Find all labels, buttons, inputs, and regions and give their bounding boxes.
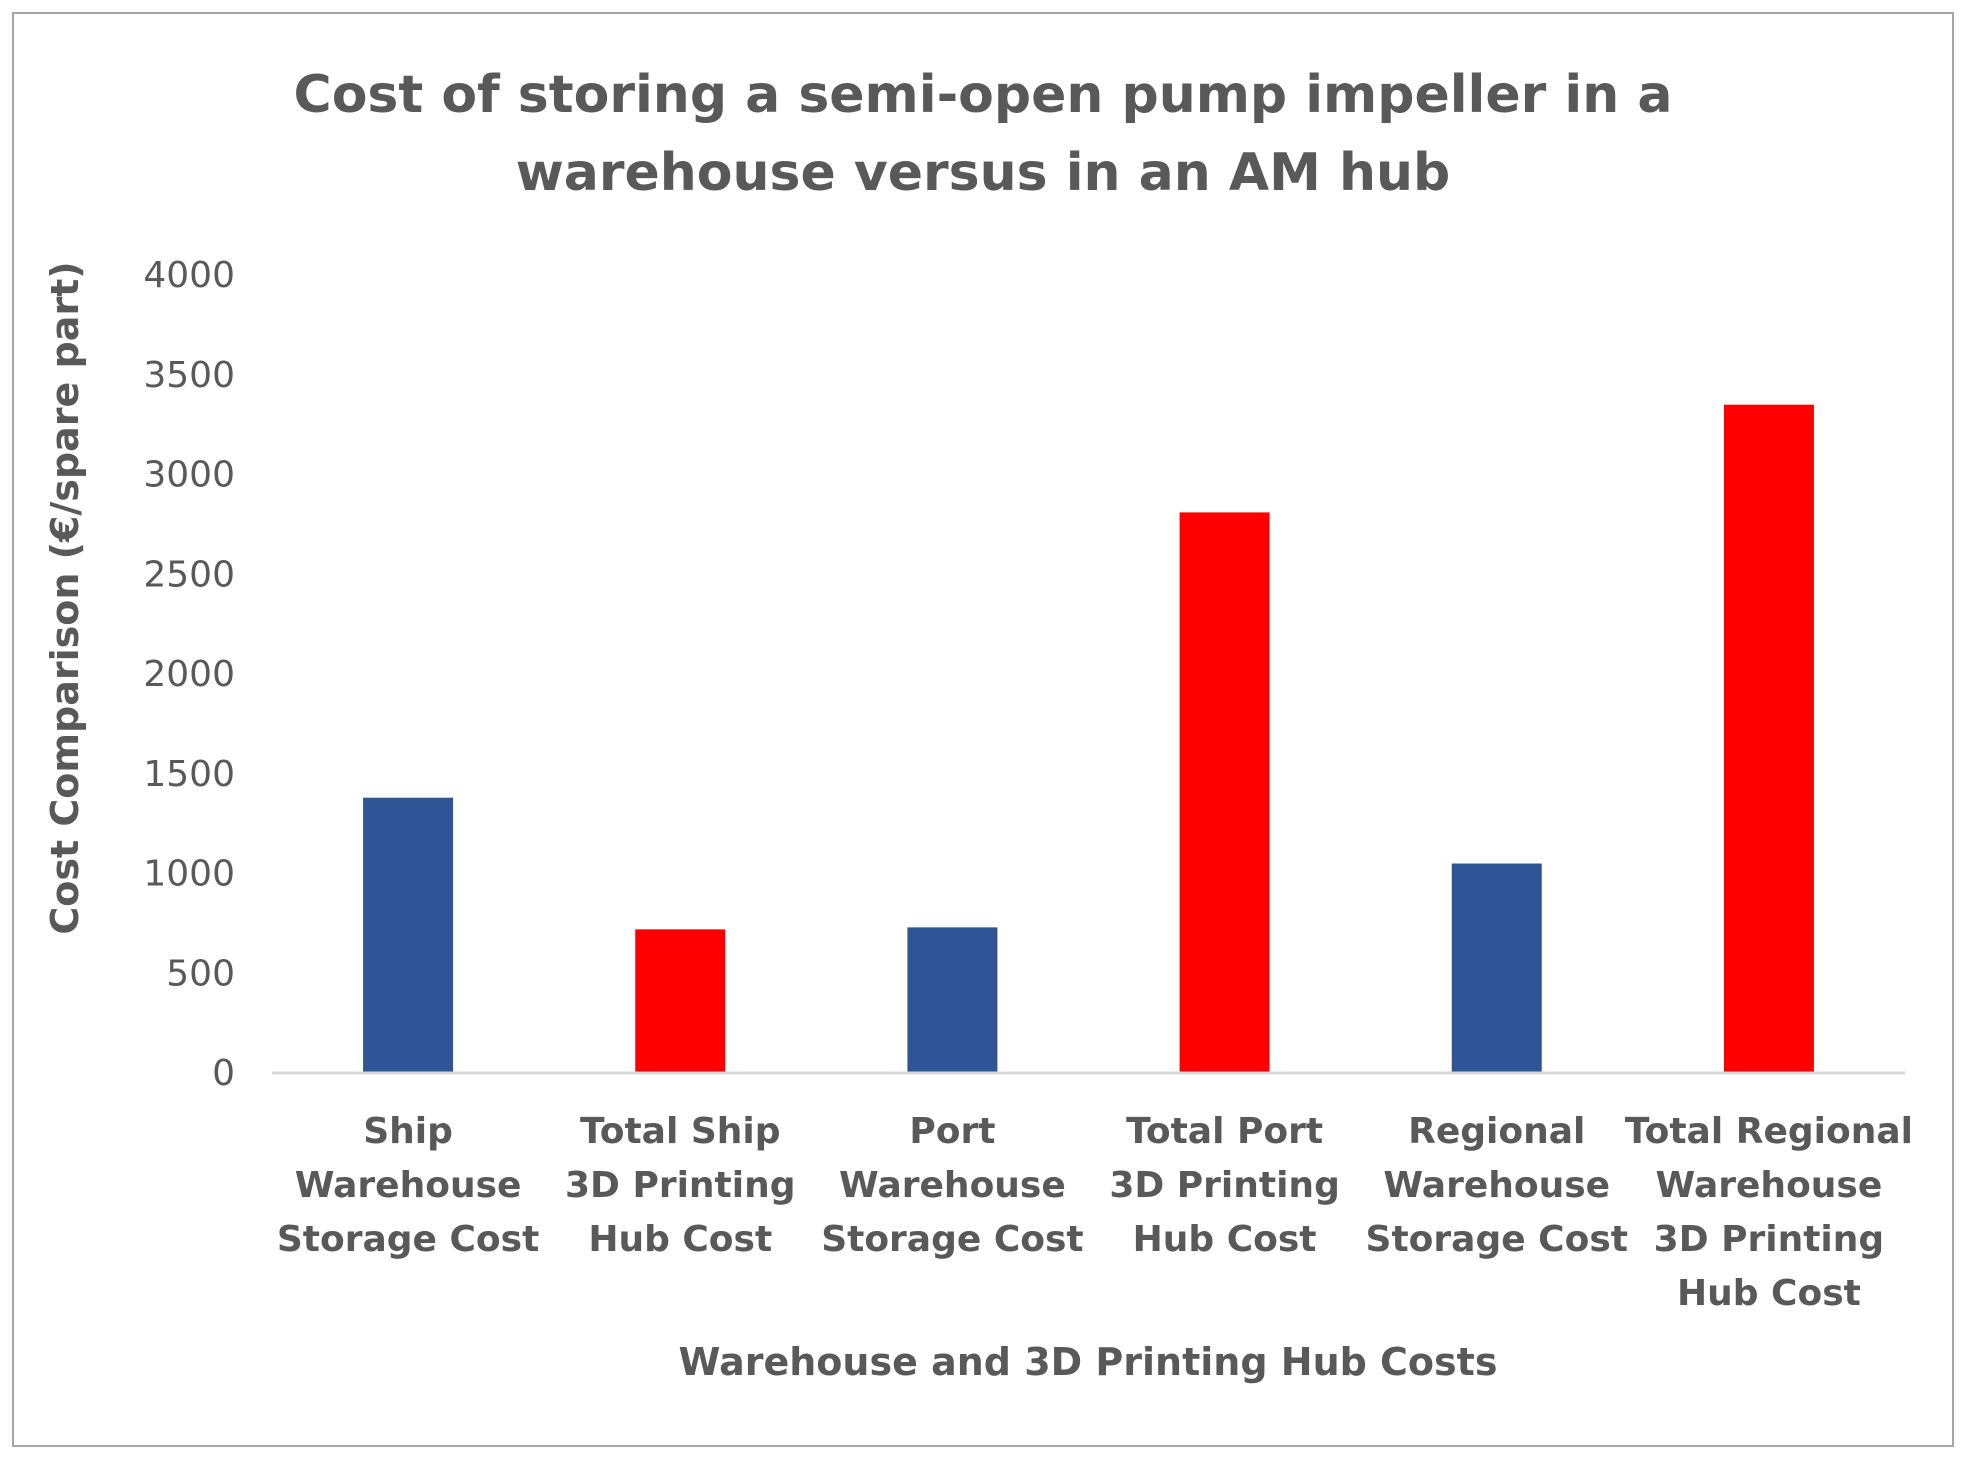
x-tick-label-line: 3D Printing	[1654, 1219, 1885, 1260]
x-axis-title: Warehouse and 3D Printing Hub Costs	[679, 1340, 1498, 1384]
x-tick-label-line: Hub Cost	[1677, 1273, 1861, 1314]
x-tick-label-line: 3D Printing	[1109, 1165, 1340, 1206]
bar	[1179, 512, 1270, 1073]
x-tick-label-line: Warehouse	[1656, 1165, 1883, 1206]
x-tick-label: Ship Warehouse Storage Cost	[277, 1111, 539, 1260]
x-tick-label-line: Port	[909, 1111, 995, 1152]
y-tick-label: 2500	[143, 554, 235, 595]
x-tick-label: Total Regional Warehouse 3D Printing Hub Co…	[1625, 1111, 1913, 1314]
bar	[363, 797, 454, 1073]
y-tick-label: 3500	[143, 355, 235, 396]
chart-title: Cost of storing a semi-open pump impelle…	[294, 65, 1673, 203]
x-axis-categories: Ship Warehouse Storage Cost Total Ship 3D Pr…	[277, 1111, 1913, 1314]
x-tick-label-line: Ship	[363, 1111, 453, 1152]
y-axis-title: Cost Comparison (€/spare part)	[43, 261, 87, 934]
bar	[907, 927, 998, 1073]
bar	[1451, 863, 1542, 1073]
x-tick-label-line: Regional	[1408, 1111, 1585, 1152]
bar	[1723, 404, 1814, 1073]
y-tick-label: 3000	[143, 455, 235, 496]
bars	[363, 404, 1814, 1073]
x-tick-label-line: Storage Cost	[821, 1219, 1083, 1260]
x-tick-label-line: Hub Cost	[588, 1219, 772, 1260]
y-tick-label: 0	[212, 1053, 235, 1094]
chart-title-line: warehouse versus in an AM hub	[516, 143, 1450, 203]
x-tick-label: Port Warehouse Storage Cost	[821, 1111, 1083, 1260]
x-tick-label-line: Warehouse	[1383, 1165, 1610, 1206]
y-tick-label: 1500	[143, 754, 235, 795]
y-tick-label: 4000	[143, 255, 235, 296]
x-tick-label-line: Storage Cost	[1366, 1219, 1628, 1260]
y-axis-ticks: 0 500 1000 1500 2000 2500 3000 3500 4000	[143, 255, 235, 1094]
bar	[635, 929, 726, 1073]
chart-frame	[12, 12, 1954, 1447]
x-tick-label-line: Storage Cost	[277, 1219, 539, 1260]
x-tick-label-line: Warehouse	[295, 1165, 522, 1206]
x-tick-label: Total Port 3D Printing Hub Cost	[1109, 1111, 1340, 1260]
x-tick-label-line: Total Regional	[1625, 1111, 1913, 1152]
x-tick-label-line: Hub Cost	[1133, 1219, 1317, 1260]
x-tick-label-line: Total Port	[1126, 1111, 1323, 1152]
chart-title-line: Cost of storing a semi-open pump impelle…	[294, 65, 1673, 125]
x-tick-label-line: Total Ship	[580, 1111, 781, 1152]
x-tick-label: Regional Warehouse Storage Cost	[1366, 1111, 1628, 1260]
y-tick-label: 1000	[143, 854, 235, 895]
y-tick-label: 2000	[143, 654, 235, 695]
y-tick-label: 500	[166, 953, 235, 994]
x-tick-label-line: Warehouse	[839, 1165, 1066, 1206]
x-tick-label: Total Ship 3D Printing Hub Cost	[565, 1111, 796, 1260]
x-tick-label-line: 3D Printing	[565, 1165, 796, 1206]
